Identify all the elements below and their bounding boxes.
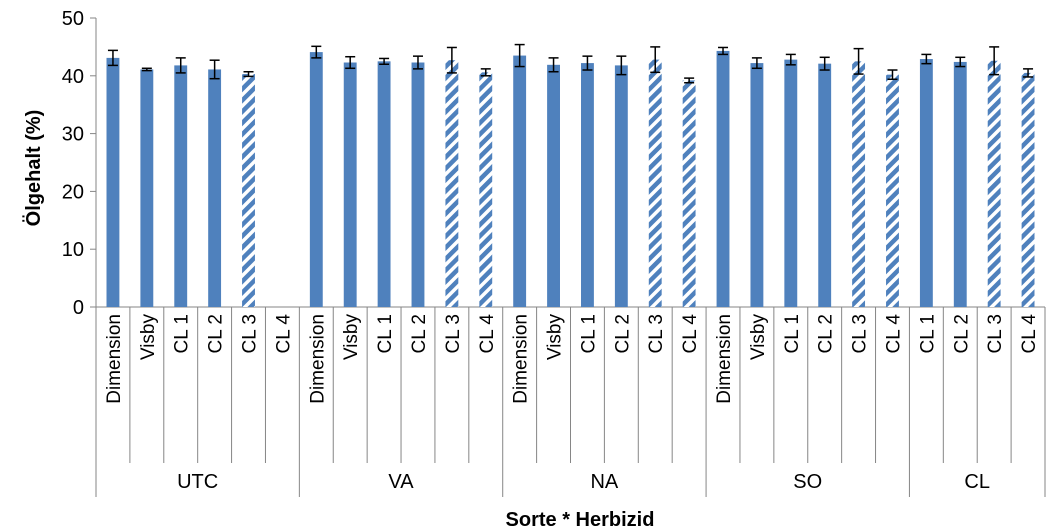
y-tick-label: 20 <box>62 181 84 203</box>
bar-va-visby <box>343 62 357 308</box>
category-label: CL 1 <box>172 314 193 353</box>
bar-va-dimension <box>309 52 323 307</box>
bar-utc-cl2 <box>208 69 222 307</box>
category-label: CL 3 <box>985 314 1006 353</box>
bar-so-dimension <box>716 50 730 308</box>
x-axis-title: Sorte * Herbizid <box>506 509 655 531</box>
category-label: Visby <box>138 314 159 361</box>
bar-na-cl1 <box>581 63 594 307</box>
bar-na-cl2 <box>614 65 628 308</box>
category-label: CL 1 <box>917 314 938 353</box>
category-label: CL 4 <box>1019 314 1040 354</box>
bar-va-cl1 <box>377 61 391 307</box>
category-label: CL 2 <box>409 314 430 353</box>
category-label: Dimension <box>307 314 328 404</box>
category-label: CL 1 <box>578 314 599 353</box>
y-tick-label: 10 <box>62 239 84 261</box>
category-label: Visby <box>341 314 362 361</box>
category-label: CL 2 <box>951 314 972 353</box>
bar-utc-visby <box>140 69 154 307</box>
category-label: Dimension <box>104 314 125 404</box>
bar-utc-cl3 <box>242 74 255 307</box>
y-tick-label: 0 <box>73 297 84 319</box>
bar-na-dimension <box>513 55 527 307</box>
category-label: CL 1 <box>782 314 803 353</box>
bar-cl-cl2 <box>953 61 967 307</box>
bar-va-cl2 <box>411 62 425 308</box>
group-label-na: NA <box>590 471 618 493</box>
bar-cl-cl3 <box>987 60 1001 307</box>
y-tick-label: 40 <box>62 66 84 88</box>
category-label: CL 4 <box>883 314 904 354</box>
bar-va-cl4 <box>479 72 493 307</box>
bar-na-visby <box>547 64 560 308</box>
y-tick-label: 30 <box>62 124 84 146</box>
category-label: Visby <box>545 314 566 361</box>
bar-cl-cl4 <box>1021 72 1035 307</box>
y-tick-label: 50 <box>62 8 84 30</box>
plot-area: 0 10 20 30 40 50 Dimension Visby CL 1 CL 2 CL 3 CL … <box>62 8 1046 497</box>
bar-so-cl2 <box>818 63 832 307</box>
category-label: CL 4 <box>477 314 498 354</box>
group-label-utc: UTC <box>177 471 218 493</box>
bar-so-cl4 <box>886 74 899 307</box>
category-label: CL 2 <box>816 314 837 353</box>
category-label: CL 3 <box>646 314 667 353</box>
bar-so-cl3 <box>852 61 866 307</box>
group-label-cl: CL <box>964 471 990 493</box>
group-label-so: SO <box>793 471 822 493</box>
category-label: CL 2 <box>206 314 227 353</box>
group-label-va: VA <box>388 471 414 493</box>
bar-cl-cl1 <box>919 59 933 308</box>
category-label: CL 4 <box>273 314 294 354</box>
category-label: CL 3 <box>240 314 261 353</box>
category-label: CL 4 <box>680 314 701 354</box>
category-label: CL 1 <box>375 314 396 353</box>
bar-so-cl1 <box>784 59 798 308</box>
bar-utc-cl1 <box>174 65 188 308</box>
category-label: Visby <box>748 314 769 361</box>
bar-na-cl3 <box>648 59 662 308</box>
category-label: CL 3 <box>443 314 464 353</box>
bar-so-visby <box>750 63 764 307</box>
category-label: Dimension <box>511 314 532 404</box>
category-label: CL 2 <box>612 314 633 353</box>
category-label: Dimension <box>714 314 735 404</box>
y-axis-title: Ölgehalt (%) <box>22 110 45 227</box>
bar-na-cl4 <box>682 80 696 307</box>
category-label: CL 3 <box>850 314 871 353</box>
bar-utc-dimension <box>106 57 120 307</box>
bar-va-cl3 <box>445 60 459 307</box>
